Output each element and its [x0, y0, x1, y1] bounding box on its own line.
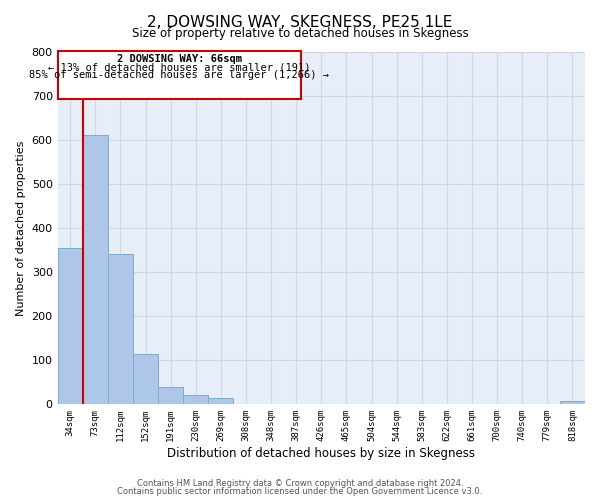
Bar [158, 386, 183, 404]
Text: Size of property relative to detached houses in Skegness: Size of property relative to detached ho… [131, 28, 469, 40]
Bar [183, 394, 208, 404]
Bar [83, 135, 108, 404]
Bar [58, 248, 83, 404]
Text: 2 DOWSING WAY: 66sqm: 2 DOWSING WAY: 66sqm [117, 54, 242, 64]
Y-axis label: Number of detached properties: Number of detached properties [16, 140, 26, 316]
Bar [560, 401, 585, 404]
Bar [58, 52, 301, 98]
Bar [108, 254, 133, 404]
Text: Contains public sector information licensed under the Open Government Licence v3: Contains public sector information licen… [118, 487, 482, 496]
Text: 2, DOWSING WAY, SKEGNESS, PE25 1LE: 2, DOWSING WAY, SKEGNESS, PE25 1LE [148, 15, 452, 30]
Text: ← 13% of detached houses are smaller (191): ← 13% of detached houses are smaller (19… [48, 62, 311, 72]
X-axis label: Distribution of detached houses by size in Skegness: Distribution of detached houses by size … [167, 447, 475, 460]
Bar [133, 354, 158, 405]
Text: 85% of semi-detached houses are larger (1,266) →: 85% of semi-detached houses are larger (… [29, 70, 329, 80]
Text: Contains HM Land Registry data © Crown copyright and database right 2024.: Contains HM Land Registry data © Crown c… [137, 479, 463, 488]
Bar [208, 398, 233, 404]
